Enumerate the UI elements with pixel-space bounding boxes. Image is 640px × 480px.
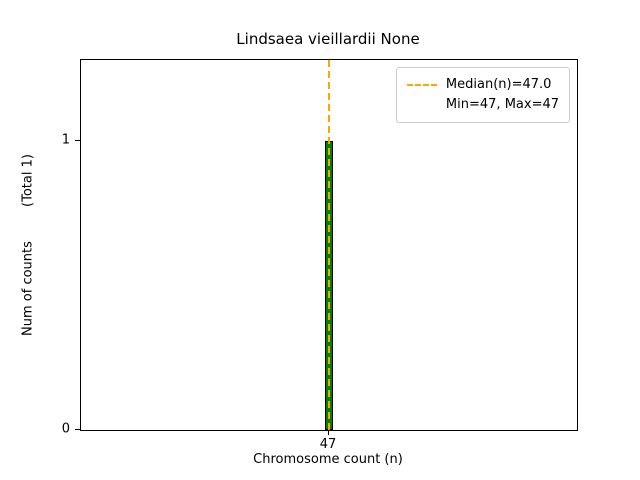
plot-area: Median(n)=47.0 Min=47, Max=47 xyxy=(80,59,578,431)
y-axis-label-main: Num of counts xyxy=(20,241,36,336)
y-tick-label: 1 xyxy=(61,132,70,148)
legend-label-median: Median(n)=47.0 xyxy=(445,77,552,92)
y-axis-label-total: (Total 1) xyxy=(20,154,36,207)
x-axis-label: Chromosome count (n) xyxy=(253,452,403,467)
median-line-sample-icon xyxy=(406,84,437,86)
chart-title: Lindsaea vieillardii None xyxy=(236,30,420,48)
y-tick-label: 0 xyxy=(61,421,70,437)
legend-row-minmax: Min=47, Max=47 xyxy=(407,95,559,115)
median-line xyxy=(328,60,330,430)
legend-row-median: Median(n)=47.0 xyxy=(406,75,559,95)
x-tick-label: 47 xyxy=(319,437,337,452)
y-tick-mark xyxy=(75,429,80,430)
legend-label-minmax: Min=47, Max=47 xyxy=(445,97,559,112)
x-tick-mark xyxy=(328,430,329,435)
y-tick-mark xyxy=(75,139,80,141)
y-axis-label: Num of counts (Total 1) xyxy=(21,154,36,336)
legend: Median(n)=47.0 Min=47, Max=47 xyxy=(395,67,570,123)
